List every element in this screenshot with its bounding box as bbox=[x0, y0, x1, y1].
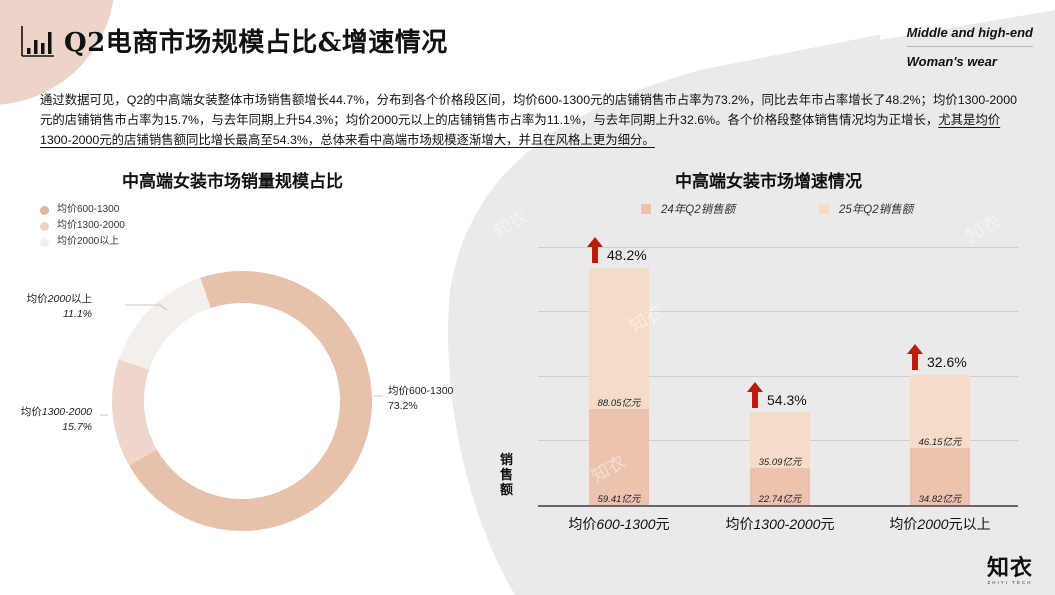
legend-swatch-icon bbox=[641, 204, 651, 214]
growth-indicator: 48.2% bbox=[587, 237, 647, 263]
description-paragraph: 通过数据可见，Q2的中高端女装整体市场销售额增长44.7%，分布到各个价格段区间… bbox=[40, 90, 1025, 150]
growth-indicator: 54.3% bbox=[747, 382, 807, 408]
donut-segment-600-1300[interactable] bbox=[129, 271, 372, 531]
description-text: 通过数据可见，Q2的中高端女装整体市场销售额增长44.7%，分布到各个价格段区间… bbox=[40, 93, 1017, 127]
legend-item-1300-2000[interactable]: 均价1300-2000 bbox=[40, 218, 125, 234]
legend-dot-icon bbox=[40, 221, 49, 231]
description-highlight: 尤其是均价1300-2000元的店铺销售额同比增长最高至54.3%，总体来看中高… bbox=[40, 113, 1001, 147]
up-arrow-icon bbox=[907, 344, 923, 370]
bar-2025-600-1300[interactable] bbox=[589, 268, 649, 409]
y-axis-label: 销售额 bbox=[500, 452, 514, 497]
legend-item-2025[interactable]: 25年Q2销售额 bbox=[819, 201, 913, 217]
donut-legend: 均价600-1300 均价1300-2000 均价2000以上 bbox=[40, 202, 125, 250]
page-header: Q2电商市场规模占比&增速情况 bbox=[20, 22, 448, 59]
gridline bbox=[538, 311, 1018, 312]
donut-chart-title: 中高端女装市场销量规模占比 bbox=[122, 172, 343, 191]
donut-segment-2000-plus[interactable] bbox=[118, 277, 212, 371]
gridline bbox=[538, 376, 1018, 377]
donut-segment-1300-2000[interactable] bbox=[112, 359, 158, 466]
legend-item-2000-plus[interactable]: 均价2000以上 bbox=[40, 234, 125, 250]
x-tick-label: 均价600-1300元 bbox=[568, 516, 670, 532]
x-tick-label: 均价1300-2000元 bbox=[725, 516, 835, 532]
legend-swatch-icon bbox=[819, 204, 829, 214]
bar-value-label: 22.74亿元 bbox=[758, 494, 802, 505]
donut-chart bbox=[100, 271, 383, 531]
up-arrow-icon bbox=[747, 382, 763, 408]
brand-tag-line2: Woman's wear bbox=[906, 54, 997, 69]
bar-chart-icon bbox=[21, 25, 54, 57]
logo-subtext: ZHIYI TECH bbox=[987, 580, 1033, 585]
bar-value-label: 88.05亿元 bbox=[597, 398, 641, 409]
growth-indicator: 32.6% bbox=[907, 344, 967, 370]
x-axis bbox=[538, 505, 1018, 507]
bar-2024-1300-2000[interactable] bbox=[750, 468, 810, 505]
logo-text: 知衣 bbox=[986, 555, 1033, 580]
legend-item-600-1300[interactable]: 均价600-1300 bbox=[40, 202, 125, 218]
bar-2025-1300-2000[interactable] bbox=[750, 412, 810, 468]
brand-tag: Middle and high-end Woman's wear bbox=[906, 22, 1033, 73]
bar-2025-2000-plus[interactable] bbox=[910, 375, 970, 448]
page-title: Q2电商市场规模占比&增速情况 bbox=[64, 28, 448, 58]
legend-item-2024[interactable]: 24年Q2销售额 bbox=[641, 201, 735, 217]
up-arrow-icon bbox=[587, 237, 603, 263]
bar-chart-title: 中高端女装市场增速情况 bbox=[675, 172, 862, 191]
brand-logo: 知衣 ZHIYI TECH bbox=[987, 550, 1033, 585]
x-tick-label: 均价2000元以上 bbox=[889, 516, 991, 532]
bar-value-label: 46.15亿元 bbox=[918, 437, 962, 448]
donut-label-600-1300: 均价600-1300 73.2% bbox=[388, 385, 454, 412]
bar-value-label: 34.82亿元 bbox=[918, 494, 962, 505]
donut-label-1300-2000: 均价1300-2000 15.7% bbox=[20, 406, 92, 433]
donut-label-2000-plus: 均价2000以上 11.1% bbox=[26, 293, 92, 320]
bar-2024-600-1300[interactable] bbox=[589, 409, 649, 505]
bar-2024-2000-plus[interactable] bbox=[910, 448, 970, 505]
brand-tag-line1: Middle and high-end bbox=[906, 22, 1033, 47]
bar-value-label: 59.41亿元 bbox=[597, 494, 641, 505]
legend-dot-icon bbox=[40, 205, 49, 215]
bar-value-label: 35.09亿元 bbox=[758, 457, 802, 468]
gridline bbox=[538, 247, 1018, 248]
legend-dot-icon bbox=[40, 237, 49, 247]
